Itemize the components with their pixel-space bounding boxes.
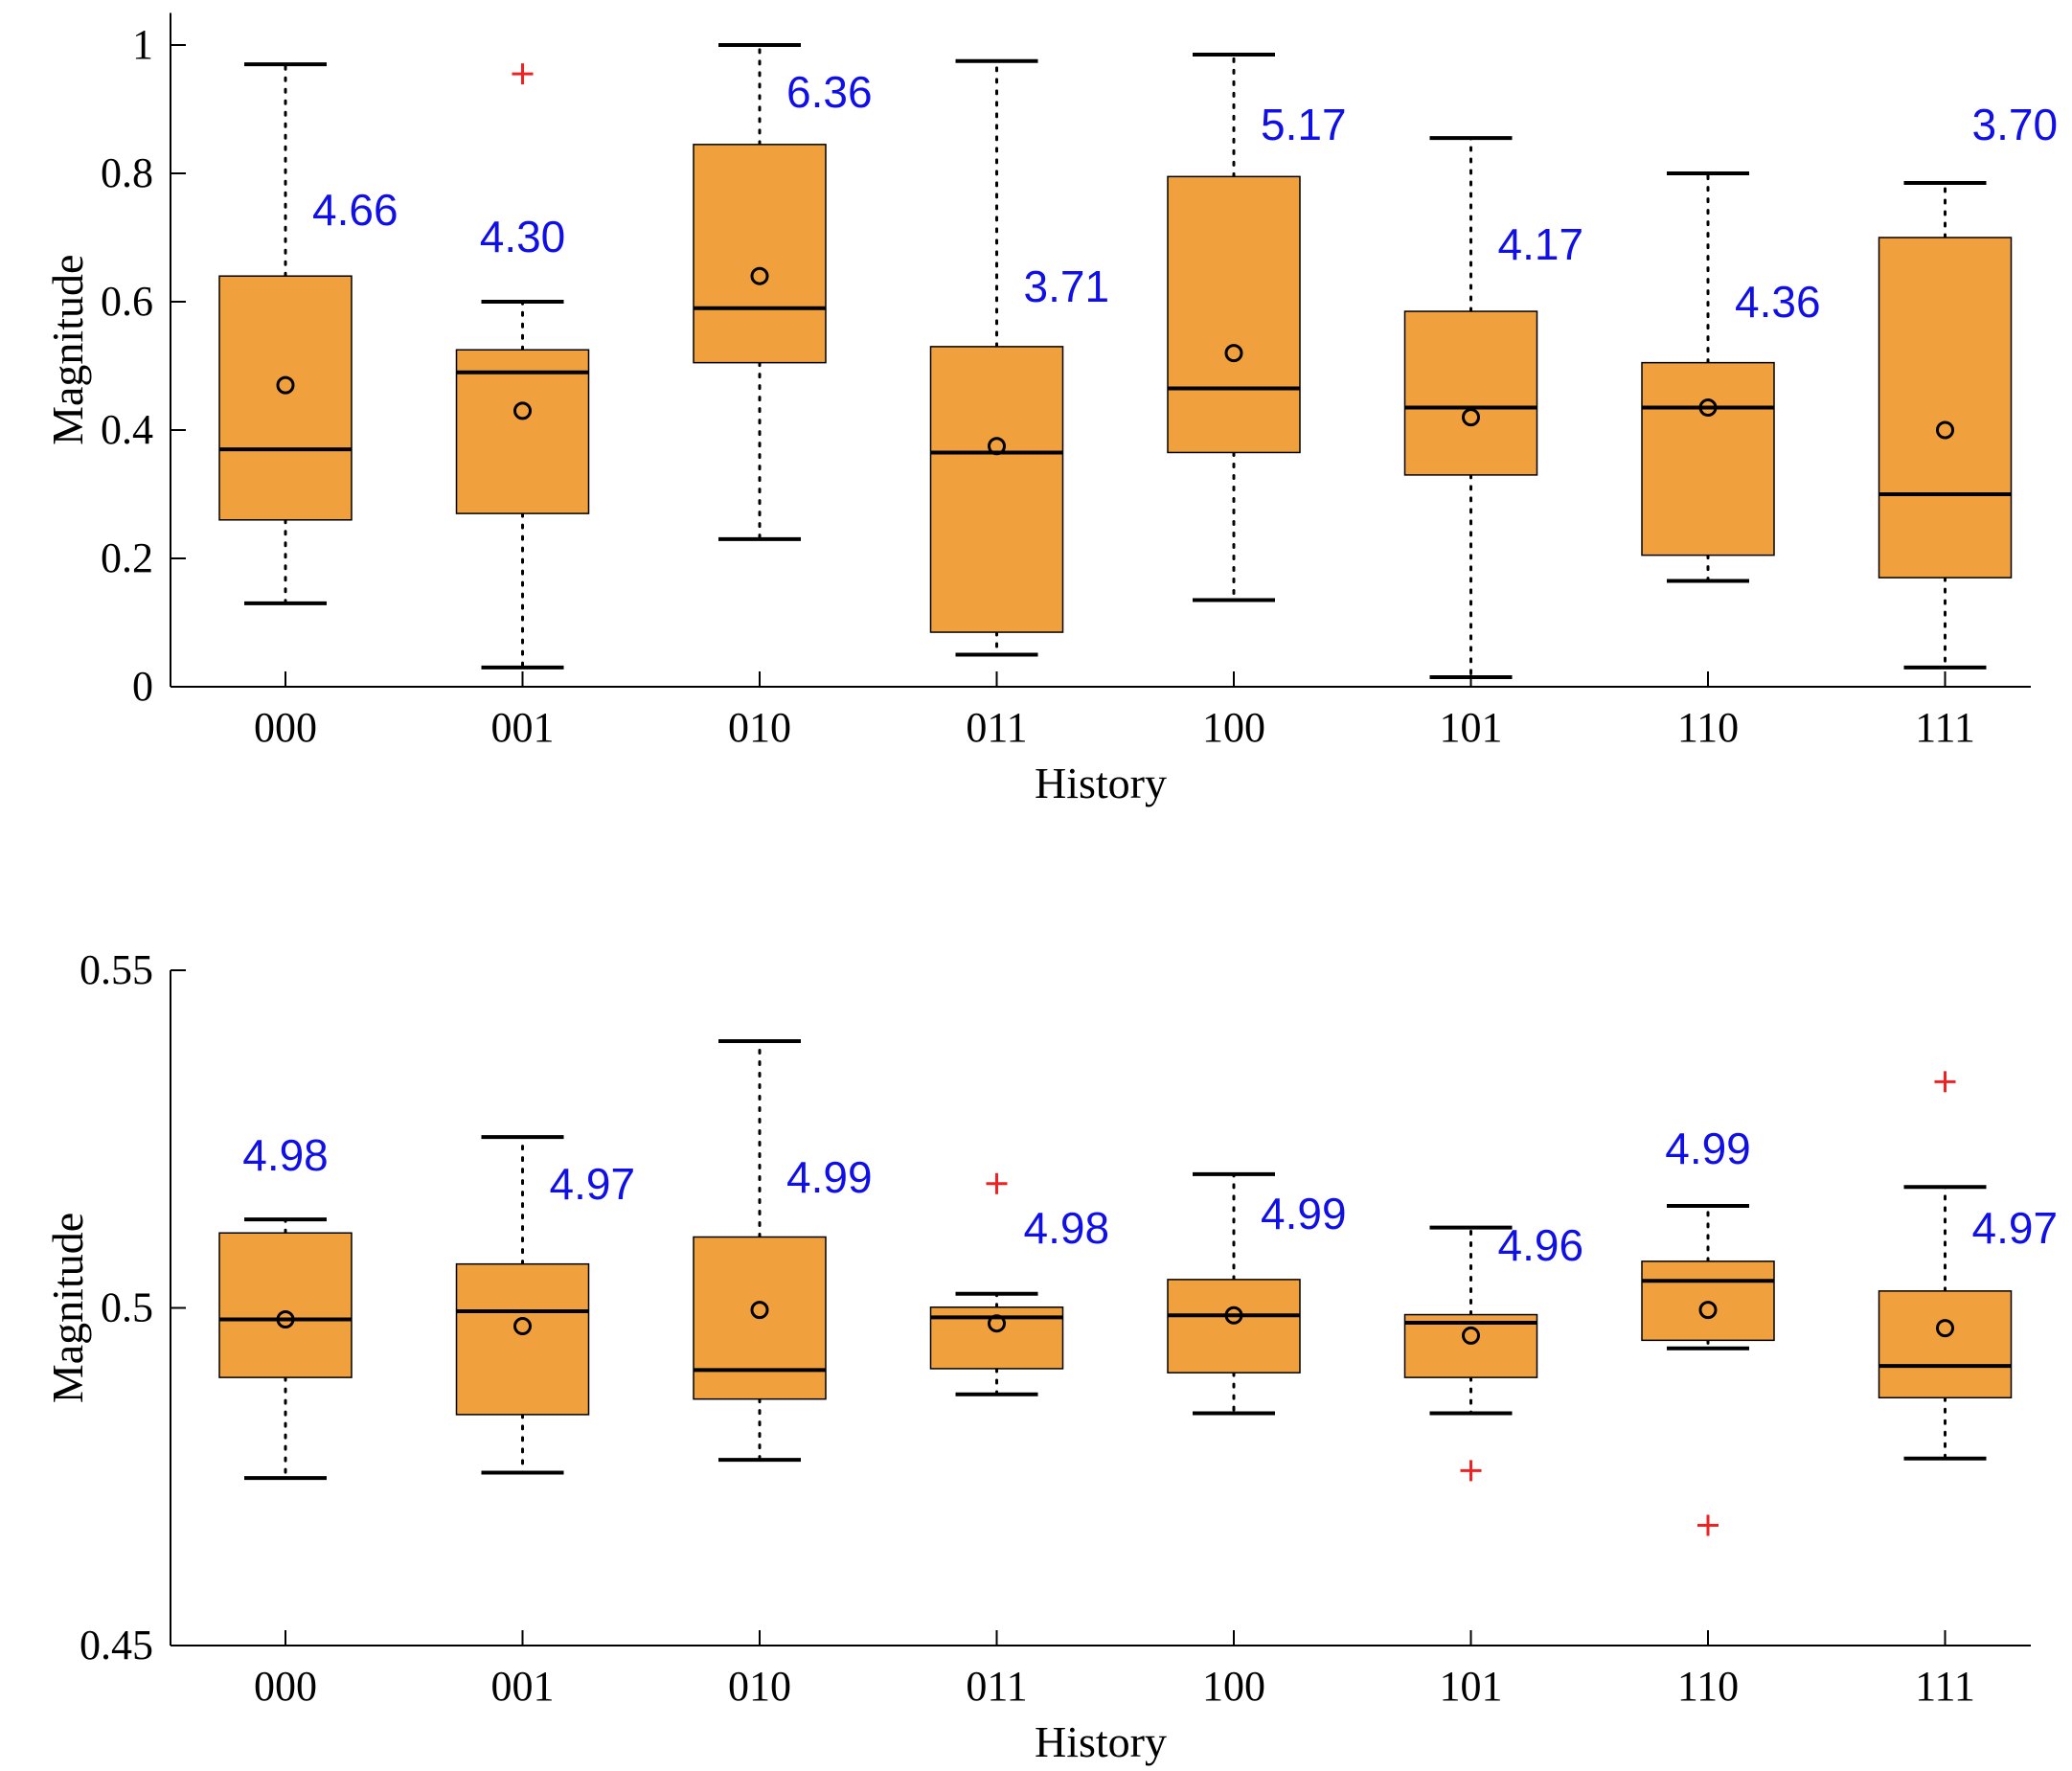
y-tick-label: 0.2 (101, 534, 153, 581)
box-iqr (218, 1232, 353, 1378)
x-axis-label: History (1035, 1717, 1167, 1766)
x-tick-label: 011 (966, 1663, 1027, 1710)
mean-marker (276, 1309, 295, 1328)
value-annotation: 4.97 (1972, 1203, 2059, 1253)
value-annotation: 4.99 (786, 1152, 873, 1202)
box-group-000: 4.66 (218, 62, 398, 605)
box-group-001: 4.97 (455, 1135, 636, 1475)
mean-marker (513, 1317, 532, 1336)
x-tick-label: 000 (254, 704, 317, 751)
mean-marker (1698, 1301, 1718, 1320)
y-tick-label: 0.5 (101, 1284, 153, 1331)
box-group-010: 4.99 (693, 1039, 873, 1463)
outlier-marker (1460, 1460, 1482, 1482)
box-group-101: 4.17 (1403, 136, 1584, 679)
value-annotation: 4.97 (550, 1159, 636, 1209)
x-tick-label: 000 (254, 1663, 317, 1710)
x-tick-label: 001 (491, 1663, 555, 1710)
box-iqr (1878, 1290, 2013, 1399)
value-annotation: 4.66 (312, 185, 398, 235)
box-group-100: 4.99 (1167, 1171, 1347, 1416)
outlier-marker (986, 1172, 1008, 1194)
box-group-110: 4.36 (1641, 171, 1821, 583)
x-tick-label: 110 (1677, 704, 1739, 751)
mean-marker (1462, 1326, 1480, 1345)
y-axis-label: Magnitude (43, 1213, 92, 1403)
box-iqr (1167, 1279, 1301, 1374)
value-annotation: 4.36 (1735, 277, 1821, 327)
box-group-111: 3.70 (1878, 100, 2059, 670)
value-annotation: 4.17 (1498, 219, 1584, 269)
y-tick-label: 0.45 (80, 1622, 153, 1669)
mean-marker (750, 1301, 769, 1320)
value-annotation: 4.99 (1665, 1124, 1751, 1173)
box-iqr (929, 346, 1064, 633)
x-tick-label: 100 (1202, 704, 1265, 751)
outlier-marker (1697, 1514, 1719, 1536)
x-tick-label: 010 (728, 1663, 791, 1710)
x-tick-label: 010 (728, 704, 791, 751)
y-tick-label: 0.8 (101, 149, 153, 196)
box-group-010: 6.36 (693, 43, 873, 541)
value-annotation: 4.96 (1498, 1220, 1584, 1270)
mean-marker (1224, 1306, 1243, 1325)
x-tick-label: 011 (966, 704, 1027, 751)
mean-marker (1698, 398, 1718, 418)
x-tick-label: 001 (491, 704, 555, 751)
panel-bottom-boxplot: 0.45 0.5 0.55 000 001 010 011 100 101 110 111 Histo… (43, 946, 2058, 1766)
x-tick-label: 110 (1677, 1663, 1739, 1710)
box-iqr (1641, 361, 1775, 556)
x-tick-label: 100 (1202, 1663, 1265, 1710)
box-iqr (1403, 1313, 1538, 1378)
mean-marker (750, 266, 769, 285)
value-annotation: 4.99 (1261, 1189, 1347, 1238)
box-iqr (1641, 1260, 1775, 1342)
y-tick-label: 0 (132, 663, 153, 710)
box-iqr (218, 275, 353, 521)
value-annotation: 4.98 (242, 1130, 329, 1180)
outlier-marker (512, 63, 534, 85)
box-iqr (1167, 175, 1301, 454)
box-group-100: 5.17 (1167, 53, 1347, 602)
box-iqr (693, 144, 827, 364)
value-annotation: 4.98 (1024, 1203, 1110, 1253)
value-annotation: 3.71 (1024, 261, 1110, 311)
mean-marker (1224, 344, 1243, 363)
mean-marker (513, 401, 532, 420)
box-group-111: 4.97 (1878, 1071, 2059, 1461)
y-tick-label: 1 (132, 21, 153, 68)
box-group-101: 4.96 (1403, 1220, 1584, 1482)
mean-marker (988, 437, 1006, 456)
box-iqr (455, 349, 590, 514)
box-group-001: 4.30 (455, 63, 590, 670)
x-tick-label: 101 (1440, 704, 1503, 751)
y-tick-label: 0.6 (101, 278, 153, 325)
box-group-000: 4.98 (218, 1130, 353, 1481)
outlier-marker (1934, 1071, 1956, 1093)
box-iqr (455, 1262, 590, 1416)
y-axis-label: Magnitude (43, 255, 92, 445)
mean-marker (1936, 1319, 1954, 1338)
box-iqr (1878, 237, 2013, 579)
y-tick-label: 0.4 (101, 406, 153, 453)
value-annotation: 3.70 (1972, 100, 2059, 149)
value-annotation: 4.30 (480, 212, 566, 261)
x-tick-label: 111 (1915, 1663, 1975, 1710)
mean-marker (1462, 408, 1480, 427)
mean-marker (1936, 420, 1954, 440)
box-iqr (1403, 310, 1538, 476)
x-axis-label: History (1035, 759, 1167, 807)
mean-marker (988, 1314, 1006, 1333)
box-group-011: 3.71 (929, 58, 1110, 657)
y-tick-label: 0.55 (80, 946, 153, 993)
box-group-011: 4.98 (929, 1172, 1110, 1396)
value-annotation: 5.17 (1261, 100, 1347, 149)
value-annotation: 6.36 (786, 67, 873, 117)
mean-marker (276, 375, 295, 395)
box-group-110: 4.99 (1641, 1124, 1775, 1536)
x-tick-label: 101 (1440, 1663, 1503, 1710)
x-tick-label: 111 (1915, 704, 1975, 751)
